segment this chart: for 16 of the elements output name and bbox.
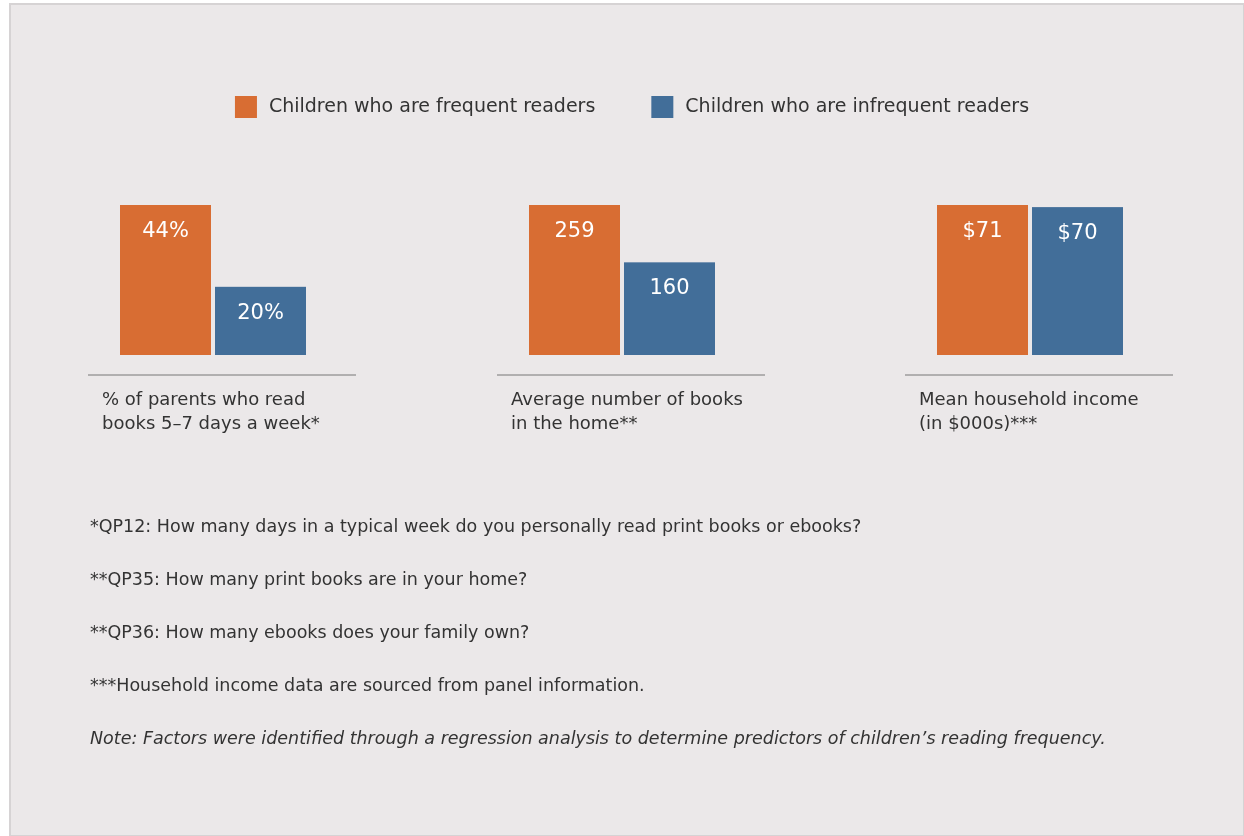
data-label: $70	[1057, 220, 1098, 245]
data-label: 160	[649, 275, 690, 300]
text: Note: Factors were identified through a regression analysis to determine predictors of children’s reading frequency.	[90, 728, 1106, 748]
x-axis-title: Average number of books in the home**	[511, 388, 743, 434]
text: *QP12: How many days in a typical week do you personally read print books or ebooks?	[90, 516, 862, 536]
x-axis-title: % of parents who read books 5–7 days a week*	[102, 388, 320, 434]
data-label: 20%	[237, 299, 284, 324]
data-label: $71	[962, 218, 1003, 242]
legend-label: Children who are infrequent readers	[685, 94, 1030, 116]
data-label: 259	[554, 218, 595, 242]
text: **QP36: How many ebooks does your family own?	[90, 622, 530, 642]
data-label: 44%	[142, 218, 189, 242]
text: **QP35: How many print books are in your home?	[90, 569, 528, 589]
legend-label: Children who are frequent readers	[268, 94, 596, 116]
text: ***Household income data are sourced from panel information.	[90, 675, 645, 695]
x-axis-title: Mean household income (in $000s)***	[919, 388, 1139, 434]
